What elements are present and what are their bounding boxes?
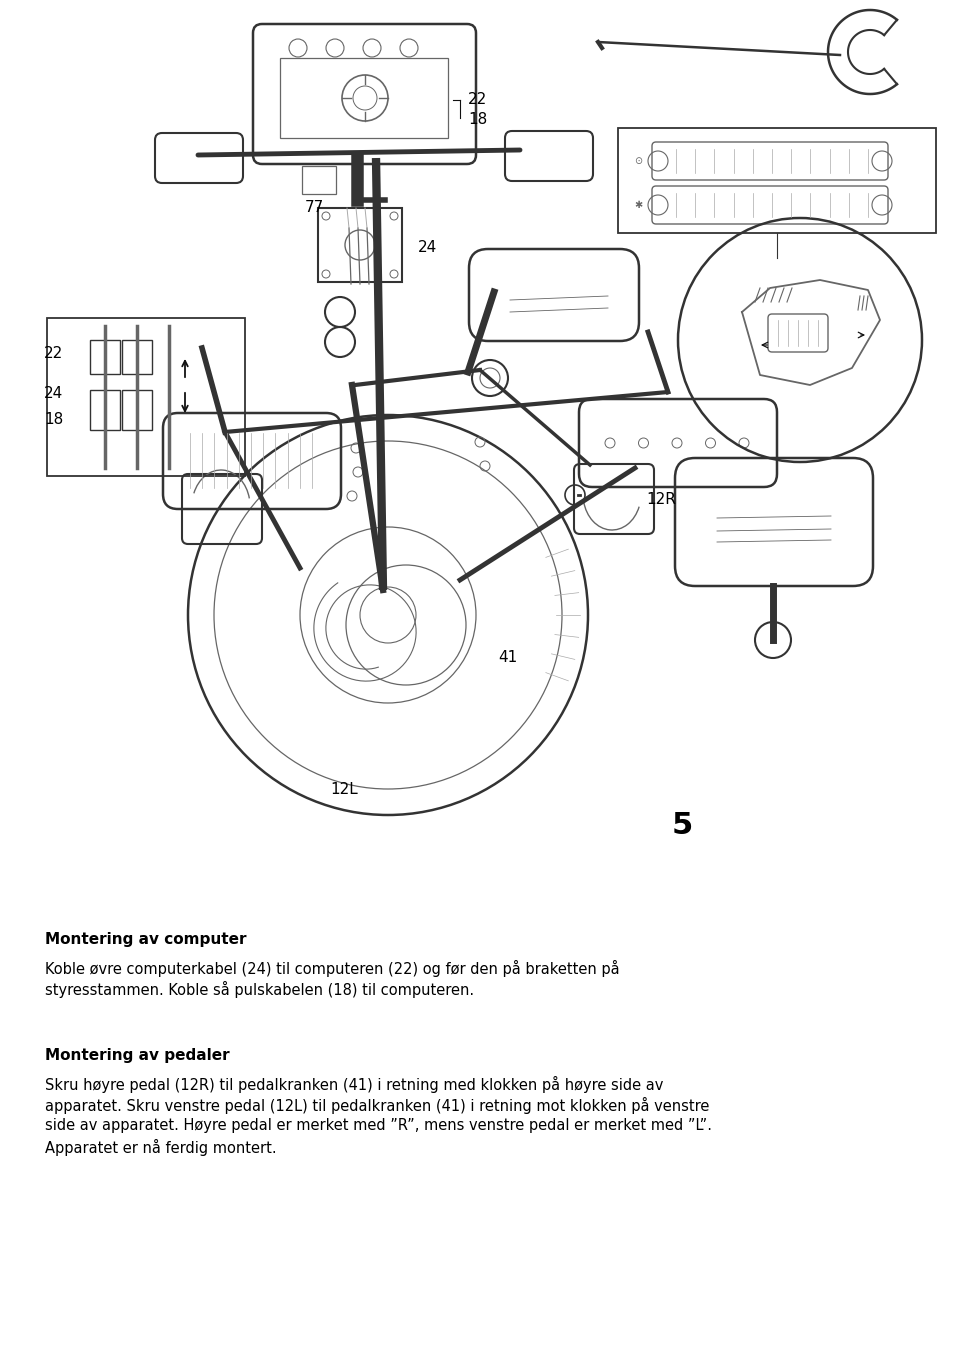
Text: Apparatet er nå ferdig montert.: Apparatet er nå ferdig montert. xyxy=(45,1139,276,1156)
Text: apparatet. Skru venstre pedal (12L) til pedalkranken (41) i retning mot klokken : apparatet. Skru venstre pedal (12L) til … xyxy=(45,1096,709,1114)
Text: 22: 22 xyxy=(468,93,488,108)
Text: 5: 5 xyxy=(672,812,693,841)
Bar xyxy=(302,165,336,194)
Bar xyxy=(90,340,120,375)
Text: 12R: 12R xyxy=(646,492,676,507)
Bar xyxy=(90,390,120,431)
Bar xyxy=(122,390,152,431)
Text: 24: 24 xyxy=(418,241,437,256)
Bar xyxy=(47,319,245,476)
Text: Montering av computer: Montering av computer xyxy=(45,932,247,947)
Text: 12L: 12L xyxy=(330,782,358,797)
Text: 18: 18 xyxy=(468,112,488,127)
Text: 41: 41 xyxy=(498,651,517,666)
Bar xyxy=(318,208,402,282)
Text: Koble øvre computerkabel (24) til computeren (22) og før den på braketten på: Koble øvre computerkabel (24) til comput… xyxy=(45,960,619,977)
Bar xyxy=(122,340,152,375)
Text: Skru høyre pedal (12R) til pedalkranken (41) i retning med klokken på høyre side: Skru høyre pedal (12R) til pedalkranken … xyxy=(45,1076,663,1094)
Text: styresstammen. Koble så pulskabelen (18) til computeren.: styresstammen. Koble så pulskabelen (18)… xyxy=(45,982,474,998)
Bar xyxy=(618,128,936,232)
Text: ✱: ✱ xyxy=(634,200,642,211)
Text: ⊙: ⊙ xyxy=(634,156,642,165)
Text: 22: 22 xyxy=(44,346,63,361)
Text: 77: 77 xyxy=(305,201,324,216)
Text: 18: 18 xyxy=(44,413,63,428)
Bar xyxy=(280,57,448,138)
Text: 24: 24 xyxy=(44,385,63,401)
Text: side av apparatet. Høyre pedal er merket med ”R”, mens venstre pedal er merket m: side av apparatet. Høyre pedal er merket… xyxy=(45,1118,712,1133)
Text: Montering av pedaler: Montering av pedaler xyxy=(45,1048,229,1064)
